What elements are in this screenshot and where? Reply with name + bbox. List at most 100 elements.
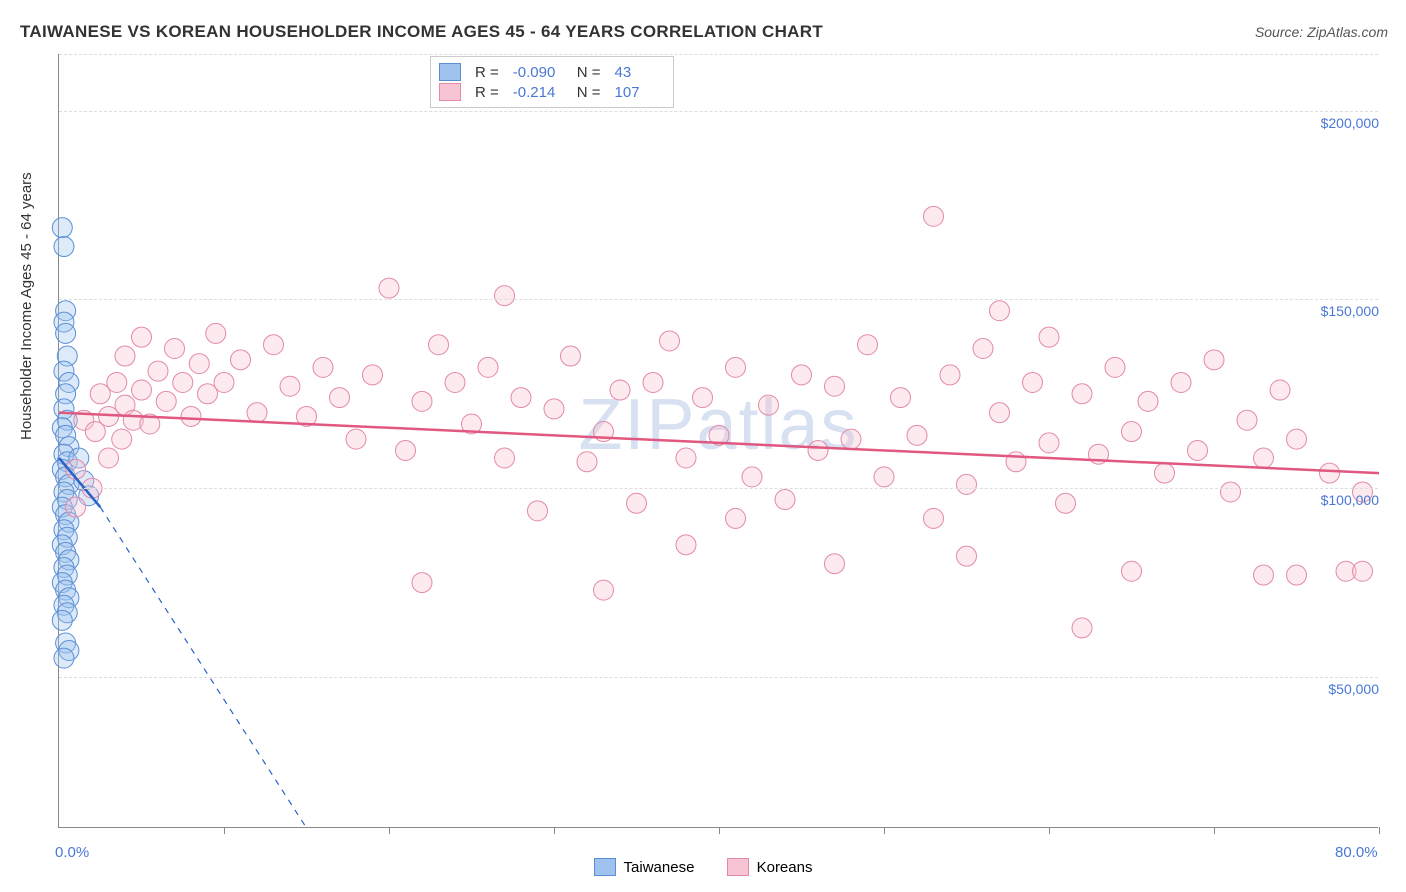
data-point <box>1122 422 1142 442</box>
y-tick-label: $100,000 <box>1289 492 1379 508</box>
data-point <box>924 508 944 528</box>
data-point <box>330 388 350 408</box>
data-point <box>924 206 944 226</box>
data-point <box>1287 565 1307 585</box>
data-point <box>907 425 927 445</box>
data-point <box>1287 429 1307 449</box>
data-point <box>627 493 647 513</box>
data-point <box>577 452 597 472</box>
swatch-taiwanese <box>439 63 461 81</box>
data-point <box>973 338 993 358</box>
data-point <box>1105 357 1125 377</box>
y-tick-label: $200,000 <box>1289 115 1379 131</box>
data-point <box>214 372 234 392</box>
data-point <box>874 467 894 487</box>
data-point <box>1254 448 1274 468</box>
chart-title: TAIWANESE VS KOREAN HOUSEHOLDER INCOME A… <box>20 22 823 42</box>
legend-label-taiwanese: Taiwanese <box>624 859 695 876</box>
data-point <box>643 372 663 392</box>
data-point <box>231 350 251 370</box>
data-point <box>1023 372 1043 392</box>
y-tick-label: $150,000 <box>1289 303 1379 319</box>
legend-row-koreans: R = -0.214 N = 107 <box>439 83 665 101</box>
data-point <box>429 335 449 355</box>
swatch-koreans <box>439 83 461 101</box>
data-point <box>759 395 779 415</box>
data-point <box>54 237 74 257</box>
data-point <box>990 403 1010 423</box>
data-point <box>495 448 515 468</box>
data-point <box>990 301 1010 321</box>
data-point <box>280 376 300 396</box>
data-point <box>957 474 977 494</box>
n-value-taiwanese: 43 <box>615 64 665 81</box>
data-point <box>1155 463 1175 483</box>
data-point <box>858 335 878 355</box>
data-point <box>363 365 383 385</box>
data-point <box>940 365 960 385</box>
data-point <box>676 535 696 555</box>
data-point <box>1138 391 1158 411</box>
data-point <box>808 440 828 460</box>
data-point <box>107 372 127 392</box>
data-point <box>112 429 132 449</box>
data-point <box>1171 372 1191 392</box>
data-point <box>1237 410 1257 430</box>
r-value-taiwanese: -0.090 <box>513 64 563 81</box>
data-point <box>52 610 72 630</box>
data-point <box>792 365 812 385</box>
data-point <box>891 388 911 408</box>
data-point <box>1039 327 1059 347</box>
plot-area: ZIPatlas $50,000$100,000$150,000$200,000… <box>58 54 1378 828</box>
data-point <box>1188 440 1208 460</box>
data-point <box>693 388 713 408</box>
data-point <box>1204 350 1224 370</box>
data-point <box>825 554 845 574</box>
data-point <box>1353 561 1373 581</box>
data-point <box>1270 380 1290 400</box>
data-point <box>412 391 432 411</box>
data-point <box>957 546 977 566</box>
data-point <box>544 399 564 419</box>
data-point <box>775 490 795 510</box>
data-point <box>132 380 152 400</box>
legend-item-koreans: Koreans <box>727 858 813 876</box>
legend-label-koreans: Koreans <box>757 859 813 876</box>
data-point <box>594 580 614 600</box>
data-point <box>396 440 416 460</box>
data-point <box>173 372 193 392</box>
data-point <box>1254 565 1274 585</box>
data-point <box>726 508 746 528</box>
data-point <box>726 357 746 377</box>
data-point <box>561 346 581 366</box>
trend-line <box>59 413 1379 473</box>
data-point <box>511 388 531 408</box>
data-point <box>54 648 74 668</box>
data-point <box>528 501 548 521</box>
data-point <box>206 323 226 343</box>
data-point <box>1056 493 1076 513</box>
swatch-koreans <box>727 858 749 876</box>
swatch-taiwanese <box>594 858 616 876</box>
data-point <box>313 357 333 377</box>
data-point <box>445 372 465 392</box>
data-point <box>676 448 696 468</box>
data-point <box>478 357 498 377</box>
r-label: R = <box>475 84 499 101</box>
data-point <box>1072 384 1092 404</box>
data-point <box>1221 482 1241 502</box>
data-point <box>742 467 762 487</box>
data-point <box>56 323 76 343</box>
data-point <box>264 335 284 355</box>
data-point <box>148 361 168 381</box>
data-point <box>1039 433 1059 453</box>
data-point <box>132 327 152 347</box>
legend-row-taiwanese: R = -0.090 N = 43 <box>439 63 665 81</box>
data-point <box>247 403 267 423</box>
y-axis-title: Householder Income Ages 45 - 64 years <box>18 172 35 440</box>
data-point <box>52 218 72 238</box>
r-label: R = <box>475 64 499 81</box>
data-point <box>1006 452 1026 472</box>
legend-item-taiwanese: Taiwanese <box>594 858 695 876</box>
data-point <box>660 331 680 351</box>
